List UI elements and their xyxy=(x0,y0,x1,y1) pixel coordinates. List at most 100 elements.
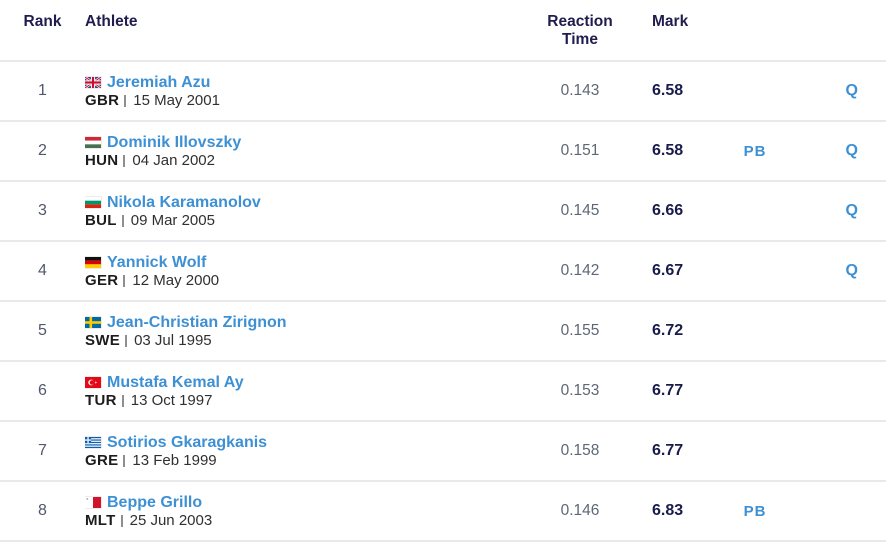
rank-value: 8 xyxy=(38,502,47,519)
athlete-name-line: Yannick Wolf xyxy=(85,253,206,272)
athlete-cell: Beppe Grillo MLT 25 Jun 2003 xyxy=(85,482,530,540)
country-code: GER xyxy=(85,271,119,289)
reaction-time-cell: 0.143 xyxy=(530,62,630,120)
table-body: 1 Jeremiah Azu GBR 15 May 2001 0.143 6.5… xyxy=(0,60,886,540)
reaction-time-cell: 0.151 xyxy=(530,122,630,180)
reaction-time-cell: 0.145 xyxy=(530,182,630,240)
qualification-cell: Q xyxy=(790,122,886,180)
table-row: 4 Yannick Wolf GER 12 May 2000 0.142 6.6… xyxy=(0,240,886,300)
country-code: TUR xyxy=(85,391,117,409)
table-row: 8 Beppe Grillo MLT 25 Jun 2003 0.146 6.8… xyxy=(0,480,886,540)
athlete-sub-line: GER 12 May 2000 xyxy=(85,272,219,290)
country-flag-icon xyxy=(85,436,101,448)
athlete-name-link[interactable]: Dominik Illovszky xyxy=(107,133,242,151)
mark-cell: 6.83 xyxy=(630,482,720,540)
qualification-cell xyxy=(790,362,886,420)
athlete-name-line: Beppe Grillo xyxy=(85,493,202,512)
reaction-time-value: 0.153 xyxy=(560,382,600,399)
athlete-name-link[interactable]: Mustafa Kemal Ay xyxy=(107,373,244,391)
column-header-rank: Rank xyxy=(23,13,62,30)
qualification-cell xyxy=(790,422,886,480)
table-row: 7 Sotirios Gkaragkanis GRE 13 Feb 1999 0… xyxy=(0,420,886,480)
reaction-time-value: 0.155 xyxy=(560,322,600,339)
country-flag-icon xyxy=(85,256,101,268)
mark-value: 6.77 xyxy=(652,442,684,459)
athlete-name-link[interactable]: Sotirios Gkaragkanis xyxy=(107,433,268,451)
country-flag-icon xyxy=(85,76,101,88)
pb-badge: PB xyxy=(743,142,767,160)
table-row: 5 Jean-Christian Zirignon SWE 03 Jul 199… xyxy=(0,300,886,360)
reaction-time-value: 0.142 xyxy=(560,262,600,279)
rank-value: 3 xyxy=(38,202,47,219)
reaction-time-value: 0.151 xyxy=(560,142,600,159)
country-code: HUN xyxy=(85,151,119,169)
pb-cell xyxy=(720,242,790,300)
athlete-cell: Sotirios Gkaragkanis GRE 13 Feb 1999 xyxy=(85,422,530,480)
athlete-cell: Jean-Christian Zirignon SWE 03 Jul 1995 xyxy=(85,302,530,360)
rank-cell: 7 xyxy=(0,422,85,480)
mark-cell: 6.72 xyxy=(630,302,720,360)
athlete-name-link[interactable]: Jean-Christian Zirignon xyxy=(107,313,287,331)
pb-cell xyxy=(720,362,790,420)
athlete-name-link[interactable]: Yannick Wolf xyxy=(107,253,207,271)
country-code: BUL xyxy=(85,211,117,229)
athlete-name-line: Sotirios Gkaragkanis xyxy=(85,433,267,452)
table-row: 3 Nikola Karamanolov BUL 09 Mar 2005 0.1… xyxy=(0,180,886,240)
qualification-cell: Q xyxy=(790,62,886,120)
birthdate: 13 Oct 1997 xyxy=(130,391,213,409)
reaction-time-cell: 0.142 xyxy=(530,242,630,300)
reaction-time-value: 0.158 xyxy=(560,442,600,459)
qualification-badge: Q xyxy=(845,82,858,99)
rank-value: 2 xyxy=(38,142,47,159)
athlete-name-link[interactable]: Jeremiah Azu xyxy=(107,73,211,91)
qualification-cell xyxy=(790,302,886,360)
country-code: MLT xyxy=(85,511,116,529)
birthdate: 09 Mar 2005 xyxy=(130,211,215,229)
mark-value: 6.58 xyxy=(652,82,684,99)
column-header-athlete: Athlete xyxy=(85,13,138,30)
pb-cell xyxy=(720,302,790,360)
mark-cell: 6.77 xyxy=(630,422,720,480)
athlete-sub-line: GRE 13 Feb 1999 xyxy=(85,452,217,470)
separator-bar xyxy=(123,274,126,287)
qualification-cell: Q xyxy=(790,182,886,240)
qualification-badge: Q xyxy=(845,202,858,219)
country-flag-icon xyxy=(85,496,101,508)
rank-value: 5 xyxy=(38,322,47,339)
qualification-badge: Q xyxy=(845,262,858,279)
separator-bar xyxy=(123,154,126,167)
rank-value: 1 xyxy=(38,82,47,99)
athlete-name-link[interactable]: Nikola Karamanolov xyxy=(107,193,261,211)
table-row: 1 Jeremiah Azu GBR 15 May 2001 0.143 6.5… xyxy=(0,60,886,120)
column-header-mark: Mark xyxy=(652,13,689,30)
birthdate: 04 Jan 2002 xyxy=(132,151,215,169)
mark-value: 6.83 xyxy=(652,502,684,519)
birthdate: 15 May 2001 xyxy=(133,91,220,109)
mark-value: 6.67 xyxy=(652,262,684,279)
mark-cell: 6.58 xyxy=(630,122,720,180)
rank-value: 7 xyxy=(38,442,47,459)
qualification-cell xyxy=(790,482,886,540)
mark-cell: 6.67 xyxy=(630,242,720,300)
country-code: SWE xyxy=(85,331,121,349)
mark-value: 6.58 xyxy=(652,142,684,159)
athlete-cell: Yannick Wolf GER 12 May 2000 xyxy=(85,242,530,300)
reaction-time-cell: 0.146 xyxy=(530,482,630,540)
rank-value: 6 xyxy=(38,382,47,399)
mark-value: 6.77 xyxy=(652,382,684,399)
athlete-name-link[interactable]: Beppe Grillo xyxy=(107,493,203,511)
country-code: GBR xyxy=(85,91,120,109)
athlete-sub-line: TUR 13 Oct 1997 xyxy=(85,392,212,410)
birthdate: 13 Feb 1999 xyxy=(132,451,217,469)
pb-cell xyxy=(720,422,790,480)
rank-cell: 6 xyxy=(0,362,85,420)
separator-bar xyxy=(124,94,127,107)
athlete-cell: Mustafa Kemal Ay TUR 13 Oct 1997 xyxy=(85,362,530,420)
column-header-reaction-time: Reaction Time xyxy=(547,13,613,49)
athlete-cell: Jeremiah Azu GBR 15 May 2001 xyxy=(85,62,530,120)
qualification-cell: Q xyxy=(790,242,886,300)
table-row: 6 Mustafa Kemal Ay TUR 13 Oct 1997 0.153… xyxy=(0,360,886,420)
rank-cell: 5 xyxy=(0,302,85,360)
country-flag-icon xyxy=(85,376,101,388)
athlete-sub-line: GBR 15 May 2001 xyxy=(85,92,220,110)
